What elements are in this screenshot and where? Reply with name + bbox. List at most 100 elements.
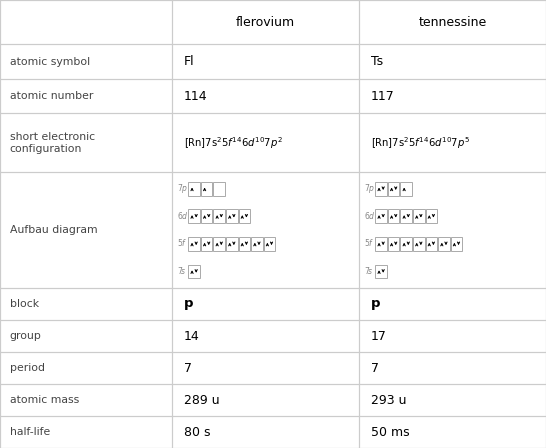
FancyBboxPatch shape <box>451 237 462 251</box>
Text: p: p <box>184 297 193 310</box>
Bar <box>359 416 546 448</box>
FancyBboxPatch shape <box>213 182 225 196</box>
FancyBboxPatch shape <box>401 182 412 196</box>
FancyBboxPatch shape <box>264 237 275 251</box>
Bar <box>0 44 172 79</box>
FancyBboxPatch shape <box>388 210 400 223</box>
Text: p: p <box>371 297 381 310</box>
FancyBboxPatch shape <box>239 237 250 251</box>
FancyBboxPatch shape <box>213 237 225 251</box>
FancyBboxPatch shape <box>251 237 263 251</box>
Text: flerovium: flerovium <box>236 16 295 29</box>
Bar <box>359 113 546 172</box>
Bar <box>172 113 359 172</box>
Text: 114: 114 <box>184 90 207 103</box>
Text: Fl: Fl <box>184 55 194 68</box>
FancyBboxPatch shape <box>226 237 238 251</box>
Bar <box>0 0 172 44</box>
Text: 7: 7 <box>177 184 182 193</box>
Bar <box>0 172 172 288</box>
Text: 14: 14 <box>184 329 200 343</box>
Bar <box>359 172 546 288</box>
FancyBboxPatch shape <box>188 265 200 278</box>
FancyBboxPatch shape <box>426 237 437 251</box>
Bar <box>359 79 546 113</box>
Text: f: f <box>368 239 371 249</box>
Text: s: s <box>181 267 185 276</box>
Text: 80 s: 80 s <box>184 426 211 439</box>
Bar <box>172 352 359 384</box>
FancyBboxPatch shape <box>376 182 387 196</box>
Text: 6: 6 <box>365 212 369 221</box>
Text: block: block <box>10 299 39 309</box>
FancyBboxPatch shape <box>376 210 387 223</box>
FancyBboxPatch shape <box>201 210 212 223</box>
Text: Ts: Ts <box>371 55 383 68</box>
FancyBboxPatch shape <box>401 210 412 223</box>
Bar <box>172 384 359 416</box>
Text: 289 u: 289 u <box>184 393 219 406</box>
Text: atomic mass: atomic mass <box>10 395 79 405</box>
Text: [Rn]7s$^2$5$f^{14}$6$d^{10}$7$p^2$: [Rn]7s$^2$5$f^{14}$6$d^{10}$7$p^2$ <box>184 135 283 151</box>
FancyBboxPatch shape <box>201 182 212 196</box>
Text: [Rn]7s$^2$5$f^{14}$6$d^{10}$7$p^5$: [Rn]7s$^2$5$f^{14}$6$d^{10}$7$p^5$ <box>371 135 470 151</box>
Bar <box>0 79 172 113</box>
Bar <box>359 288 546 320</box>
Bar <box>172 288 359 320</box>
Bar <box>0 320 172 352</box>
FancyBboxPatch shape <box>213 210 225 223</box>
Bar <box>0 288 172 320</box>
Text: 117: 117 <box>371 90 395 103</box>
Text: Aufbau diagram: Aufbau diagram <box>10 225 97 235</box>
FancyBboxPatch shape <box>413 210 425 223</box>
FancyBboxPatch shape <box>188 182 200 196</box>
Text: 5: 5 <box>365 239 369 249</box>
Bar <box>359 352 546 384</box>
Bar <box>359 0 546 44</box>
Text: p: p <box>181 184 186 193</box>
FancyBboxPatch shape <box>188 237 200 251</box>
Bar <box>0 384 172 416</box>
Text: s: s <box>368 267 372 276</box>
Text: 5: 5 <box>177 239 182 249</box>
FancyBboxPatch shape <box>413 237 425 251</box>
Text: 7: 7 <box>177 267 182 276</box>
Text: short electronic
configuration: short electronic configuration <box>10 132 95 154</box>
Bar <box>359 44 546 79</box>
Bar <box>359 384 546 416</box>
Text: atomic number: atomic number <box>10 91 93 101</box>
Bar <box>359 320 546 352</box>
Text: d: d <box>368 212 373 221</box>
Text: atomic symbol: atomic symbol <box>10 56 90 67</box>
FancyBboxPatch shape <box>388 182 400 196</box>
FancyBboxPatch shape <box>388 237 400 251</box>
Text: 6: 6 <box>177 212 182 221</box>
Text: p: p <box>368 184 373 193</box>
Text: f: f <box>181 239 184 249</box>
Text: group: group <box>10 331 41 341</box>
FancyBboxPatch shape <box>376 265 387 278</box>
Text: 7: 7 <box>184 362 192 375</box>
FancyBboxPatch shape <box>401 237 412 251</box>
Bar <box>0 113 172 172</box>
Bar <box>0 352 172 384</box>
FancyBboxPatch shape <box>239 210 250 223</box>
FancyBboxPatch shape <box>201 237 212 251</box>
Text: 7: 7 <box>371 362 379 375</box>
Bar <box>172 0 359 44</box>
FancyBboxPatch shape <box>376 237 387 251</box>
FancyBboxPatch shape <box>438 237 450 251</box>
Bar <box>172 416 359 448</box>
Text: half-life: half-life <box>10 427 50 437</box>
Bar <box>172 44 359 79</box>
Text: 7: 7 <box>365 184 369 193</box>
Text: 50 ms: 50 ms <box>371 426 410 439</box>
FancyBboxPatch shape <box>426 210 437 223</box>
Bar <box>172 79 359 113</box>
Text: 293 u: 293 u <box>371 393 407 406</box>
Bar <box>172 320 359 352</box>
Bar <box>0 416 172 448</box>
FancyBboxPatch shape <box>226 210 238 223</box>
FancyBboxPatch shape <box>188 210 200 223</box>
Text: tennessine: tennessine <box>418 16 486 29</box>
